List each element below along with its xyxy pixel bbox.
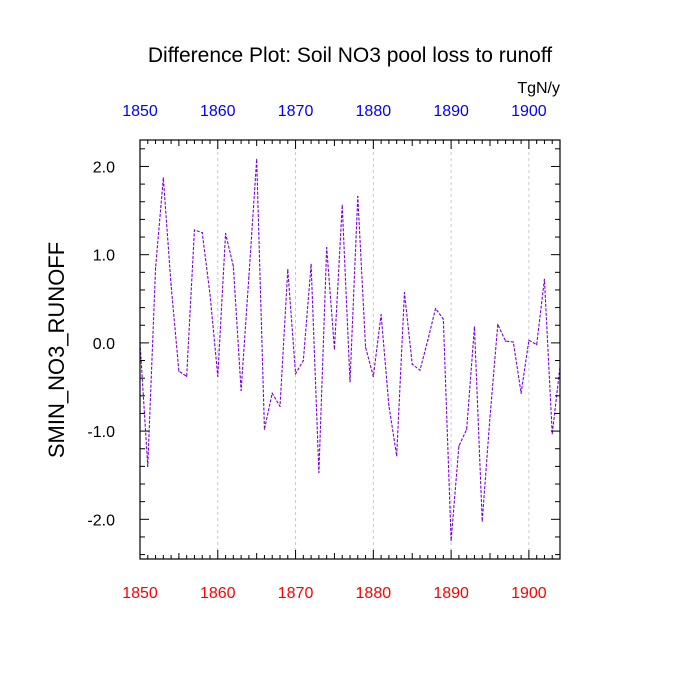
data-point-1860: [217, 375, 219, 378]
data-point-1883: [396, 455, 398, 457]
data-point-1885: [411, 363, 413, 365]
data-point-1901: [536, 344, 538, 346]
data-point-1851: [147, 465, 149, 467]
data-point-1897: [504, 340, 507, 342]
data-point-1869: [287, 269, 289, 271]
data-point-1863: [240, 389, 242, 392]
data-point-1852: [154, 267, 157, 269]
data-series: [139, 158, 561, 542]
data-point-1882: [388, 404, 390, 407]
data-point-1884: [403, 292, 406, 294]
x-tick-label-bottom: 1850: [122, 585, 158, 602]
data-point-1868: [279, 405, 281, 407]
grid-lines: [217, 140, 530, 559]
data-point-1861: [224, 232, 227, 235]
data-point-1887: [427, 339, 429, 341]
data-point-1857: [193, 229, 196, 231]
data-point-1886: [419, 369, 421, 371]
data-point-1892: [466, 428, 468, 430]
data-point-1872: [310, 263, 312, 265]
x-tick-label-top: 1870: [278, 103, 314, 120]
data-point-1891: [458, 445, 460, 447]
data-point-1862: [232, 265, 234, 267]
data-point-1889: [442, 318, 444, 320]
data-point-1873: [318, 471, 320, 474]
data-point-1894: [481, 520, 483, 522]
x-tick-label-bottom: 1890: [433, 585, 469, 602]
data-point-1858: [201, 232, 203, 234]
data-point-1879: [364, 346, 367, 348]
x-tick-label-top: 1900: [511, 103, 547, 120]
data-point-1895: [489, 416, 491, 418]
data-point-1900: [528, 339, 530, 341]
chart-title: Difference Plot: Soil NO3 pool loss to r…: [148, 44, 552, 67]
data-point-1903: [551, 433, 553, 435]
units-label: TgN/y: [517, 80, 560, 97]
data-point-1874: [326, 247, 328, 249]
y-tick-label: -1.0: [87, 424, 115, 441]
data-point-1875: [333, 348, 336, 350]
y-axis-label: SMIN_NO3_RUNOFF: [44, 242, 69, 458]
x-tick-label-bottom: 1870: [278, 585, 314, 602]
data-point-1866: [263, 428, 266, 430]
data-point-1876: [341, 204, 343, 206]
data-point-1864: [248, 276, 250, 278]
data-point-1854: [170, 284, 172, 287]
data-point-1856: [186, 375, 188, 378]
x-tick-label-top: 1850: [122, 103, 158, 120]
x-tick-label-top: 1890: [433, 103, 469, 120]
data-point-1896: [497, 323, 499, 325]
y-tick-label: 0.0: [93, 336, 115, 353]
data-point-1853: [162, 177, 164, 179]
y-tick-label: 2.0: [93, 159, 115, 176]
data-point-1865: [256, 158, 258, 161]
data-point-1899: [520, 392, 522, 394]
data-point-1881: [380, 314, 382, 316]
x-tick-label-top: 1860: [200, 103, 236, 120]
data-point-1870: [294, 373, 297, 375]
y-tick-label: 1.0: [93, 248, 115, 265]
data-point-1867: [271, 392, 273, 394]
data-point-1855: [178, 370, 180, 372]
data-point-1898: [512, 341, 514, 343]
axes: [139, 139, 561, 560]
data-point-1893: [473, 326, 476, 328]
data-point-1859: [209, 293, 211, 295]
data-point-1878: [357, 195, 359, 198]
x-tick-label-bottom: 1900: [511, 585, 547, 602]
tick-labels: 1850 1850 1860 1860 1870 1870 1880 1880 1890 1890…: [87, 103, 546, 602]
x-tick-label-bottom: 1860: [200, 585, 236, 602]
data-point-1890: [450, 539, 452, 542]
x-tick-label-top: 1880: [356, 103, 392, 120]
y-tick-label: -2.0: [87, 512, 115, 529]
data-point-1871: [302, 359, 304, 362]
data-point-1888: [434, 307, 437, 310]
data-point-1877: [349, 381, 351, 383]
data-point-1902: [543, 278, 546, 280]
x-tick-label-bottom: 1880: [356, 585, 392, 602]
data-point-1880: [372, 375, 374, 378]
